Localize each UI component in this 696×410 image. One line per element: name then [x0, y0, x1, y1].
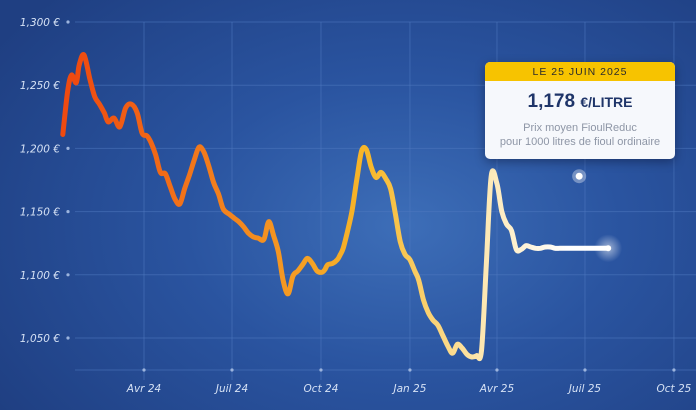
tooltip-date: LE 25 JUIN 2025 — [485, 62, 675, 81]
y-tick-label: 1,050 € — [20, 333, 60, 345]
x-tick-dot — [408, 368, 411, 371]
x-tick-label: Avr 25 — [479, 383, 515, 395]
x-tick-label: Avr 24 — [126, 383, 161, 395]
y-tick-label: 1,150 € — [20, 207, 60, 219]
y-tick-label: 1,300 € — [20, 17, 60, 29]
x-tick-dot — [495, 368, 498, 371]
tooltip-description-line1: Prix moyen FioulReduc — [485, 121, 675, 135]
x-tick-dot — [583, 368, 586, 371]
y-tick-dot — [66, 147, 69, 150]
tooltip-price-unit: €/LITRE — [580, 94, 632, 110]
y-axis: 1,300 € 1,250 € 1,200 € 1,150 € 1,100 € 1,050… — [20, 17, 70, 345]
x-tick-dot — [672, 368, 675, 371]
x-tick-dot — [142, 368, 145, 371]
y-tick-dot — [66, 210, 69, 213]
y-tick-dot — [66, 273, 69, 276]
tooltip-price: 1,178 €/LITRE — [485, 91, 675, 113]
y-tick-label: 1,100 € — [20, 270, 60, 282]
x-tick-label: Juil 24 — [214, 383, 248, 395]
x-axis: Avr 24 Juil 24 Oct 24 Jan 25 Avr 25 Juil 25 Oc… — [126, 368, 692, 395]
x-tick-label: Juil 25 — [567, 383, 602, 395]
x-tick-label: Oct 24 — [304, 383, 339, 395]
x-tick-label: Oct 25 — [657, 383, 692, 395]
x-tick-dot — [230, 368, 233, 371]
tooltip-description-line2: pour 1000 litres de fioul ordinaire — [485, 135, 675, 149]
price-tooltip: LE 25 JUIN 2025 1,178 €/LITRE Prix moyen… — [485, 62, 675, 159]
highlight-point — [576, 173, 583, 180]
tooltip-price-value: 1,178 — [528, 91, 576, 112]
x-tick-dot — [319, 368, 322, 371]
y-tick-label: 1,200 € — [20, 143, 60, 155]
y-tick-dot — [66, 20, 69, 23]
y-tick-dot — [66, 336, 69, 339]
x-tick-label: Jan 25 — [391, 383, 426, 395]
latest-point — [605, 245, 611, 251]
y-tick-label: 1,250 € — [20, 80, 60, 92]
